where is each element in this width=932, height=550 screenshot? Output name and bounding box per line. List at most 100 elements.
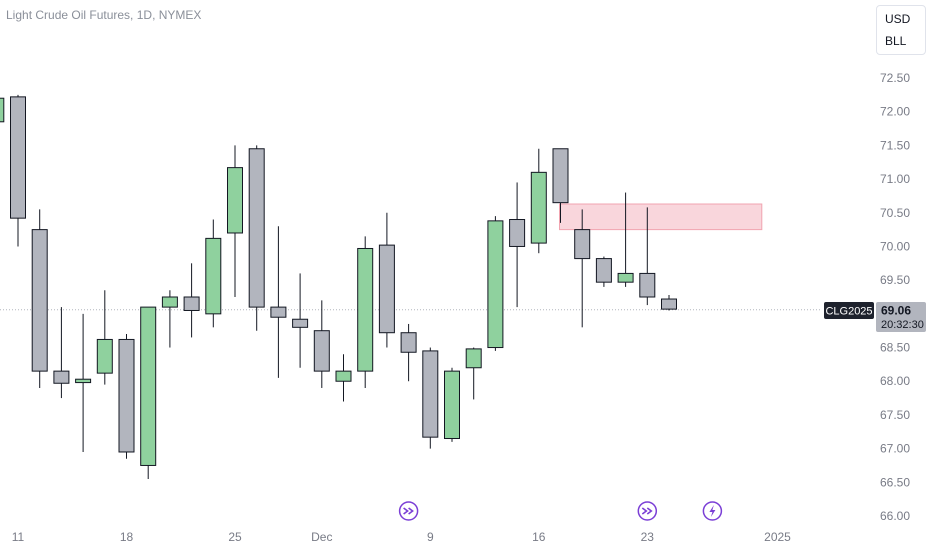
candle-body [335, 370, 352, 382]
candle-body [118, 338, 135, 453]
candle [0, 97, 5, 123]
price-label: CLG2025 69.06 20:32:30 [824, 302, 926, 332]
candle [205, 219, 222, 328]
double-chevron-icon[interactable] [398, 501, 419, 521]
chevron-glyph [403, 507, 414, 515]
candle [444, 367, 460, 442]
candle [639, 207, 656, 306]
currency-label[interactable]: USD [885, 12, 911, 26]
y-tick-label: 71.50 [880, 138, 910, 152]
candle-body [487, 220, 504, 349]
candle [422, 347, 439, 449]
candle-body [270, 306, 287, 318]
candle-body [444, 370, 460, 440]
candle-body [205, 237, 222, 315]
supply-zone-layer [559, 203, 763, 231]
y-tick-label: 72.00 [880, 105, 910, 119]
candle [595, 256, 612, 287]
candle [574, 209, 591, 328]
y-tick-label: 72.50 [880, 71, 910, 85]
last-price-tag [876, 302, 926, 332]
candle-body [400, 332, 417, 353]
y-tick-label: 68.00 [880, 374, 910, 388]
candle [313, 300, 330, 388]
candle [270, 226, 287, 378]
candle [465, 347, 482, 400]
candle-body [422, 350, 439, 438]
y-tick-label: 70.00 [880, 239, 910, 253]
double-chevron-icon[interactable] [637, 501, 658, 521]
x-tick-label: 18 [120, 530, 134, 544]
unit-label[interactable]: BLL [885, 34, 907, 48]
supply-zone [559, 203, 763, 231]
candle-body [96, 338, 113, 374]
candle [118, 334, 135, 459]
x-tick-label: 23 [641, 530, 655, 544]
symbol-label: CLG2025 [825, 306, 872, 318]
candle [487, 216, 504, 351]
event-markers[interactable] [398, 501, 723, 521]
candle [10, 94, 26, 247]
candle-body [292, 318, 309, 328]
y-tick-label: 68.50 [880, 341, 910, 355]
candle-body [140, 306, 157, 466]
candle-body [183, 296, 200, 311]
candle [31, 209, 48, 388]
candle-body [465, 348, 482, 369]
candle [509, 182, 526, 308]
y-tick-label: 66.50 [880, 475, 910, 489]
candles [0, 94, 677, 479]
y-tick-label: 70.50 [880, 206, 910, 220]
x-tick-label: Dec [311, 530, 332, 544]
y-tick-label: 67.00 [880, 442, 910, 456]
candle-body [75, 378, 92, 384]
candle [400, 323, 417, 382]
chart-title: Light Crude Oil Futures, 1D, NYMEX [6, 8, 202, 22]
candle [248, 145, 265, 331]
candle [378, 212, 395, 348]
candle-body [227, 167, 243, 234]
candle-body [0, 97, 5, 123]
candle-body [530, 171, 547, 244]
candle-body [161, 296, 178, 308]
lightning-glyph [709, 505, 716, 517]
candle-body [248, 148, 265, 308]
candle-body [357, 247, 374, 372]
candle-body [595, 258, 612, 283]
candle [75, 313, 92, 452]
candle [357, 236, 374, 388]
candle [292, 273, 309, 368]
candle [335, 354, 352, 402]
candle [552, 148, 569, 223]
currency-unit-selector[interactable]: USD BLL [876, 5, 926, 55]
candle-body [53, 370, 70, 384]
candle-body [617, 272, 634, 283]
y-tick-label: 66.00 [880, 509, 910, 523]
x-tick-label: 9 [427, 530, 434, 544]
candle [661, 294, 677, 311]
y-tick-label: 67.50 [880, 408, 910, 422]
y-tick-label: 69.50 [880, 273, 910, 287]
candle [183, 263, 200, 338]
candle-body [552, 148, 569, 204]
candle [161, 290, 178, 348]
candle-body [378, 244, 395, 334]
chevron-glyph [641, 507, 653, 515]
candle-body [661, 298, 677, 310]
x-tick-label: 25 [228, 530, 242, 544]
candle [140, 306, 157, 479]
candle-body [639, 272, 656, 298]
candle [530, 148, 547, 254]
candle-body [574, 229, 591, 260]
y-axis: 66.0066.5067.0067.5068.0068.5069.0069.50… [880, 71, 910, 523]
x-tick-label: 2025 [764, 530, 791, 544]
last-price-value: 69.06 [881, 304, 911, 318]
candle-body [509, 219, 526, 247]
candle [53, 307, 70, 399]
lightning-icon[interactable] [702, 501, 723, 521]
x-tick-label: 16 [532, 530, 546, 544]
y-tick-label: 71.00 [880, 172, 910, 186]
candle-body [313, 330, 330, 372]
candle [617, 192, 634, 287]
